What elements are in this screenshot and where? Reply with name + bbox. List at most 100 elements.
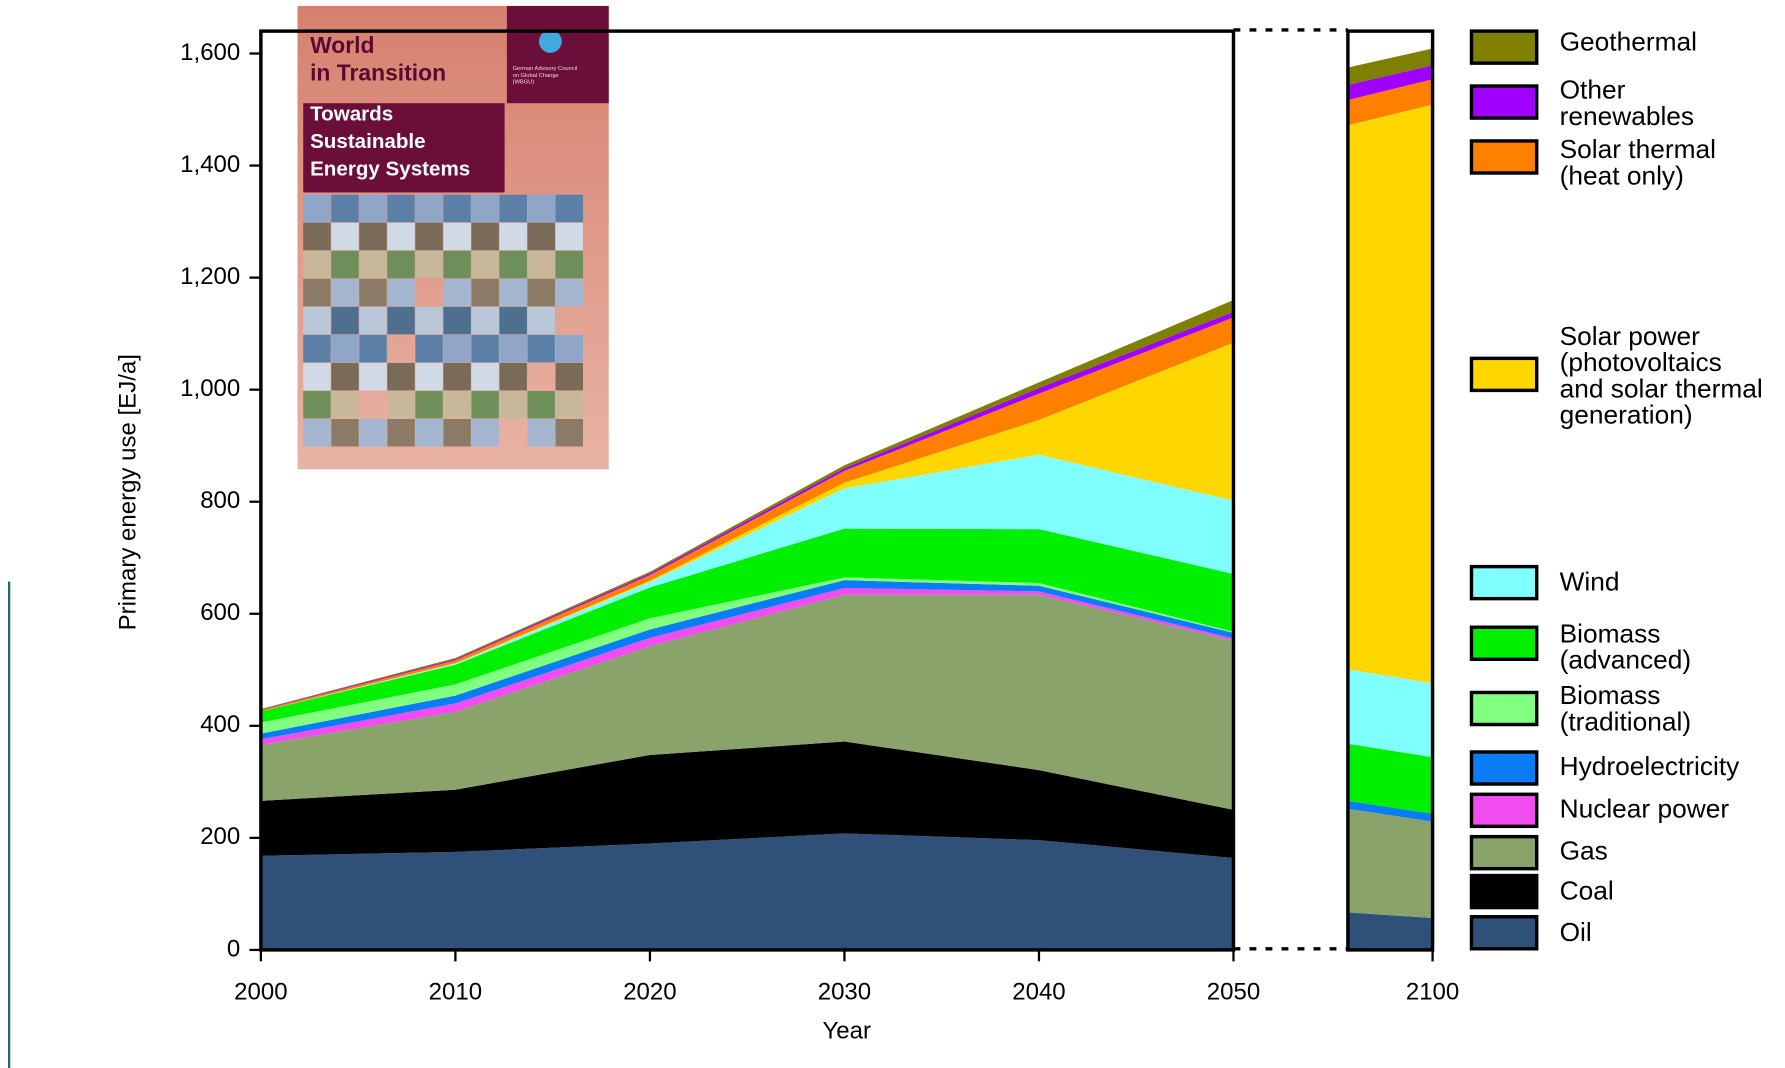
legend-swatch bbox=[1469, 564, 1539, 601]
legend-label: Other renewables bbox=[1560, 75, 1695, 131]
cover-photo-cell bbox=[443, 306, 471, 335]
cover-photo-cell bbox=[443, 419, 471, 447]
x-tick-label: 2030 bbox=[818, 979, 871, 1006]
cover-photo-cell bbox=[527, 334, 555, 363]
area bbox=[260, 528, 1234, 723]
cover-photo-cell bbox=[471, 194, 499, 223]
cover-photo-cell bbox=[499, 306, 527, 335]
panel-frame bbox=[1346, 29, 1435, 952]
cover-photo-cell bbox=[499, 250, 527, 279]
y-tick-label: 200 bbox=[200, 823, 240, 850]
y-tick-label: 600 bbox=[200, 599, 240, 626]
x-tick-label: 2010 bbox=[429, 979, 482, 1006]
cover-photo-cell bbox=[359, 250, 387, 279]
cover-photo-cell bbox=[331, 334, 359, 363]
cover-photo-cell bbox=[303, 250, 331, 279]
cover-photo-cell bbox=[527, 278, 555, 307]
cover-photo-cell bbox=[415, 306, 443, 335]
cover-photo-cell bbox=[331, 306, 359, 335]
cover-photo-cell bbox=[555, 362, 583, 391]
cover-photo-cell bbox=[331, 390, 359, 419]
cover-photo-cell bbox=[303, 362, 331, 391]
cover-photo-cell bbox=[471, 334, 499, 363]
cover-photo-cell bbox=[303, 419, 331, 447]
cover-photo-cell bbox=[387, 194, 415, 223]
legend-swatch bbox=[1469, 915, 1539, 951]
area bbox=[260, 588, 1234, 745]
cover-photo-cell bbox=[303, 306, 331, 335]
cover-photo-cell bbox=[387, 390, 415, 419]
cover-photo-cell bbox=[499, 278, 527, 307]
cover-photo-cell bbox=[499, 222, 527, 251]
cover-band bbox=[303, 103, 505, 193]
cover-photo-cell bbox=[415, 250, 443, 279]
cover-photo-cell bbox=[499, 194, 527, 223]
cover-photo-cell bbox=[527, 194, 555, 223]
area bbox=[260, 741, 1234, 859]
cover-photo-cell bbox=[471, 278, 499, 307]
cover-photo-cell bbox=[359, 194, 387, 223]
cover-photo-cell bbox=[415, 334, 443, 363]
cover-photo-cell bbox=[387, 362, 415, 391]
cover-photo-cell bbox=[471, 222, 499, 251]
cover-photo-cell bbox=[471, 362, 499, 391]
legend-swatch bbox=[1469, 84, 1539, 120]
cover-photo-cell bbox=[499, 334, 527, 363]
legend-swatch bbox=[1469, 625, 1539, 662]
y-tick-label: 1,200 bbox=[180, 263, 240, 290]
cover-photo-cell bbox=[387, 222, 415, 251]
legend-label: Geothermal bbox=[1560, 27, 1697, 57]
cover-photo-cell bbox=[387, 419, 415, 447]
cover-corner bbox=[506, 5, 609, 104]
cover-photos bbox=[303, 194, 583, 447]
x-tick-label: 2050 bbox=[1207, 979, 1260, 1006]
legend-swatch bbox=[1469, 873, 1539, 910]
area bbox=[1347, 65, 1433, 101]
cover-photo-cell bbox=[527, 419, 555, 447]
cover-photo-cell bbox=[331, 278, 359, 307]
x-tick-label: 2100 bbox=[1406, 979, 1459, 1006]
legend-label: Gas bbox=[1560, 836, 1608, 866]
cover-photo-cell bbox=[415, 390, 443, 419]
legend-label: Biomass (advanced) bbox=[1560, 618, 1692, 674]
cover-photo-cell bbox=[443, 334, 471, 363]
y-tick-label: 1,000 bbox=[180, 375, 240, 402]
cover-subtitle: Towards Sustainable Energy Systems bbox=[310, 102, 470, 180]
area bbox=[1347, 48, 1433, 85]
cover-photo-cell bbox=[527, 390, 555, 419]
cover-photo-cell bbox=[527, 222, 555, 251]
y-tick-label: 800 bbox=[200, 487, 240, 514]
plot-area: 0 200 400 600 800 1,000 1,200 1,400 1,600 2000 201… bbox=[180, 29, 1459, 1006]
cover-photo-cell bbox=[303, 334, 331, 363]
cover-title: World in Transition bbox=[310, 32, 446, 85]
cover-photo-cell bbox=[555, 222, 583, 251]
cover-photo-cell bbox=[471, 390, 499, 419]
area bbox=[1347, 79, 1433, 126]
legend-swatch bbox=[1469, 690, 1539, 727]
area bbox=[1347, 104, 1433, 684]
cover-photo-cell bbox=[359, 334, 387, 363]
area bbox=[1347, 800, 1433, 822]
area bbox=[1347, 912, 1433, 950]
cover-photo-cell bbox=[443, 194, 471, 223]
legend-label: Wind bbox=[1560, 567, 1620, 597]
legend-swatch bbox=[1469, 356, 1539, 393]
legend-label: Biomass (traditional) bbox=[1560, 680, 1692, 736]
cover-publisher: German Advisory Council on Global Change(… bbox=[513, 66, 578, 86]
legend: Oil Coal Gas Nuclear power Hydroelectricity B… bbox=[1469, 27, 1763, 951]
cover-photo-cell bbox=[471, 419, 499, 447]
cover-photo-cell bbox=[555, 250, 583, 279]
cover-photo-cell bbox=[443, 390, 471, 419]
panel-frame bbox=[259, 29, 1236, 952]
cover-photo-cell bbox=[303, 194, 331, 223]
cover-photo-cell bbox=[387, 250, 415, 279]
cover-photo-cell bbox=[555, 194, 583, 223]
area bbox=[260, 580, 1234, 740]
cover-photo-cell bbox=[443, 278, 471, 307]
x-tick-label: 2020 bbox=[623, 979, 676, 1006]
cover-photo-cell bbox=[499, 362, 527, 391]
cover-photo-cell bbox=[359, 362, 387, 391]
cover-photo-cell bbox=[359, 222, 387, 251]
cover-photo-cell bbox=[443, 362, 471, 391]
